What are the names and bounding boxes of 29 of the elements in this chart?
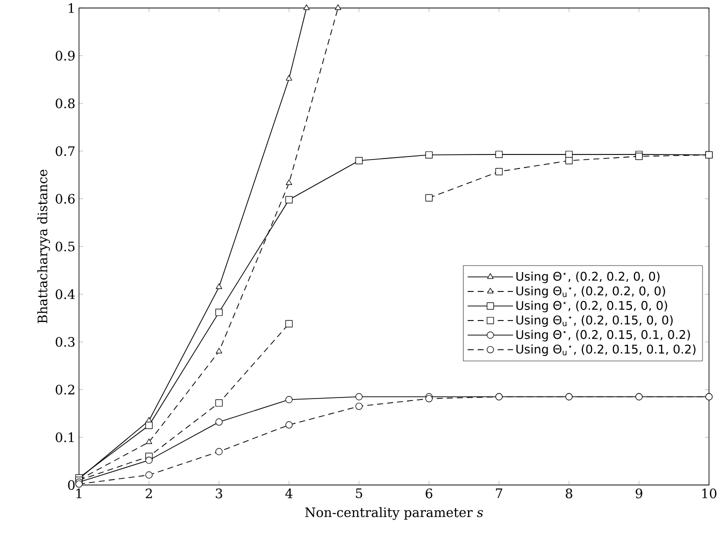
y-tick-label: 1 — [68, 3, 74, 13]
x-tick-label: 2 — [146, 488, 152, 498]
y-tick-label: 0.8 — [56, 98, 75, 108]
y-tick-label: 0 — [68, 480, 75, 490]
legend-label: Using Θ$^{⋆}$, (0.2, 0.15, 0, 0) — [516, 300, 668, 312]
x-axis-title: Non-centrality parameter s — [305, 507, 483, 520]
y-tick-label: 0.9 — [56, 50, 75, 61]
y-tick-label: 0.3 — [56, 337, 75, 347]
y-tick-label: 0.7 — [56, 146, 75, 156]
y-tick-label: 0.6 — [56, 194, 75, 204]
x-tick-label: 3 — [216, 488, 222, 498]
x-tick-label: 1 — [76, 488, 82, 498]
y-axis-title: Bhattacharyya distance — [37, 170, 50, 324]
legend-label: Using Θ$_{u}$$^{⋆}$, (0.2, 0.15, 0.1, 0.2) — [516, 344, 696, 356]
x-tick-label: 5 — [356, 488, 362, 498]
x-tick-label: 6 — [426, 488, 432, 498]
x-tick-label: 9 — [636, 488, 642, 498]
y-tick-label: 0.4 — [56, 289, 75, 300]
y-tick-label: 0.1 — [56, 432, 74, 442]
x-tick-label: 10 — [702, 488, 716, 498]
legend-label: Using Θ$_{u}$$^{⋆}$, (0.2, 0.2, 0, 0) — [516, 286, 666, 298]
legend-label: Using Θ$_{u}$$^{⋆}$, (0.2, 0.15, 0, 0) — [516, 315, 673, 327]
x-tick-label: 8 — [566, 488, 572, 498]
legend-label: Using Θ$^{⋆}$, (0.2, 0.15, 0.1, 0.2) — [516, 330, 690, 342]
legend-label: Using Θ$^{⋆}$, (0.2, 0.2, 0, 0) — [516, 272, 660, 284]
x-tick-label: 7 — [496, 488, 502, 498]
y-tick-label: 0.5 — [56, 242, 74, 252]
x-tick-label: 4 — [285, 488, 292, 498]
y-tick-label: 0.2 — [56, 384, 74, 394]
